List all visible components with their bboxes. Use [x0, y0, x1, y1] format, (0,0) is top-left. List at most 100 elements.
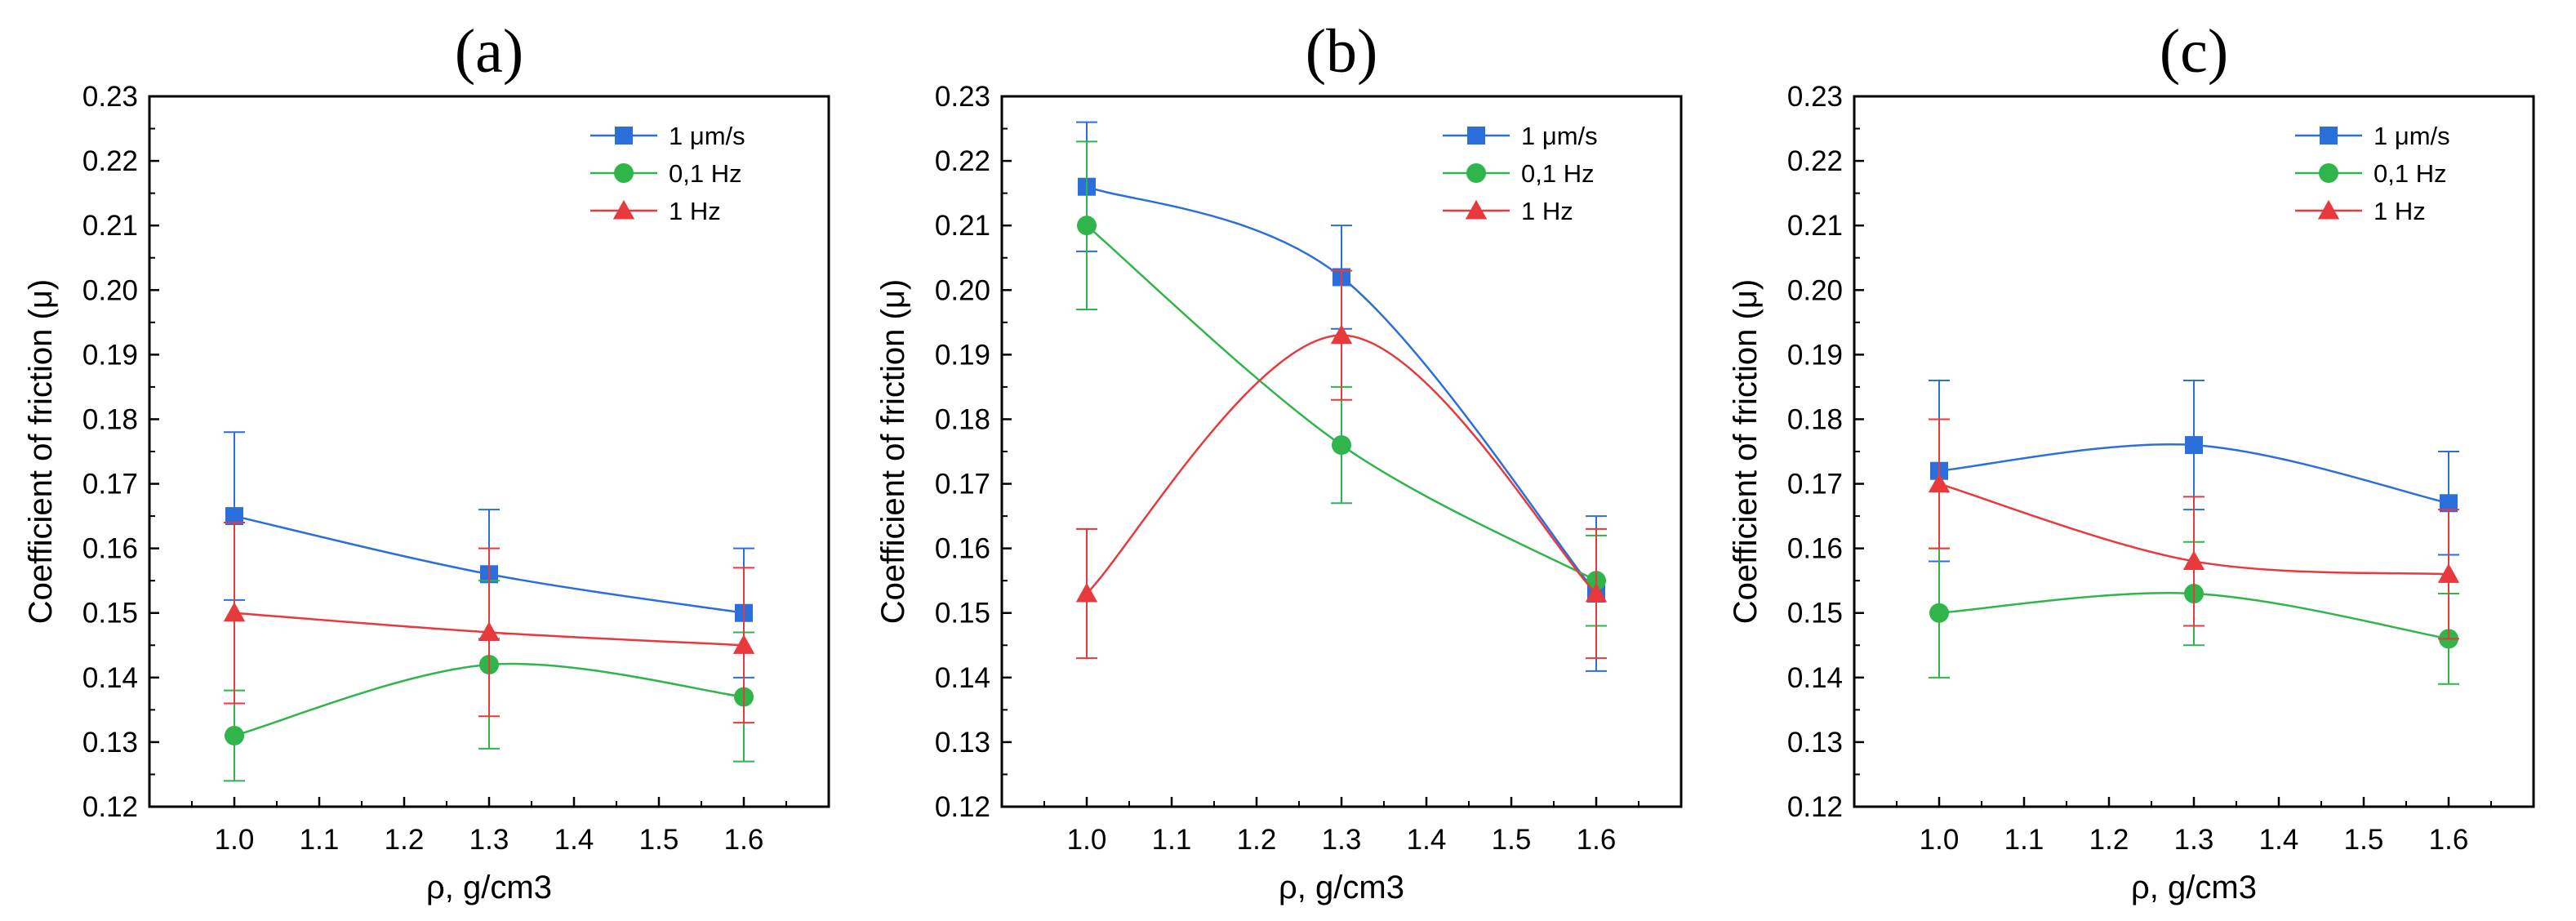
legend: 1 μm/s 0,1 Hz 1 Hz [2295, 122, 2450, 225]
data-point [732, 634, 755, 654]
y-tick-label: 0.13 [1787, 727, 1843, 759]
y-tick-label: 0.19 [82, 339, 138, 371]
data-point [223, 602, 246, 622]
chart-panel-b: (b) 0.12 0.13 0.14 0.15 0.16 0.17 0.18 0.19 0.20 0… [875, 17, 1683, 905]
legend-marker [2319, 163, 2338, 183]
y-axis-label: Coefficient of friction (μ) [23, 279, 59, 624]
x-tick-label: 1.3 [469, 824, 509, 856]
y-tick-label: 0.19 [935, 339, 990, 371]
y-tick-label: 0.17 [82, 469, 138, 501]
y-tick-label: 0.15 [935, 598, 990, 630]
y-tick-label: 0.16 [935, 533, 990, 565]
y-tick-label: 0.23 [82, 81, 138, 113]
legend-marker [1466, 163, 1486, 183]
y-tick-label: 0.17 [1787, 469, 1843, 501]
legend-label: 0,1 Hz [1521, 159, 1595, 188]
legend-marker [1467, 127, 1485, 145]
legend-marker [2317, 199, 2340, 220]
legend-label: 1 Hz [669, 197, 721, 225]
data-point [1929, 603, 1949, 623]
y-tick-label: 0.12 [82, 791, 138, 823]
y-tick-label: 0.20 [1787, 274, 1843, 306]
x-axis-label: ρ, g/cm3 [2131, 870, 2257, 905]
y-tick-label: 0.22 [935, 145, 990, 177]
x-axis-label: ρ, g/cm3 [1279, 870, 1404, 905]
y-tick-label: 0.12 [935, 791, 990, 823]
y-tick-label: 0.23 [1787, 81, 1843, 113]
y-tick-label: 0.21 [1787, 210, 1843, 242]
y-tick-label: 0.20 [935, 274, 990, 306]
legend-label: 1 μm/s [1521, 122, 1598, 150]
data-point [2440, 494, 2458, 513]
y-tick-label: 0.20 [82, 274, 138, 306]
legend-label: 0,1 Hz [669, 159, 742, 188]
chart-panel-a: (a) 0.12 0.13 0.14 0.15 0.16 0.17 0.18 0.19 0.20 0… [23, 17, 830, 905]
y-tick-label: 0.14 [935, 662, 990, 694]
y-tick-label: 0.21 [82, 210, 138, 242]
y-tick-label: 0.18 [82, 403, 138, 435]
legend-marker [1465, 199, 1488, 220]
panel-title: (b) [1306, 17, 1378, 86]
y-tick-label: 0.16 [82, 533, 138, 565]
data-point [1332, 435, 1351, 456]
data-point [1075, 582, 1098, 603]
x-tick-label: 1.6 [724, 824, 764, 856]
x-tick-label: 1.1 [1152, 824, 1192, 856]
x-tick-label: 1.6 [2429, 824, 2469, 856]
x-tick-label: 1.2 [1237, 824, 1277, 856]
y-tick-label: 0.23 [935, 81, 990, 113]
x-tick-label: 1.0 [1067, 824, 1107, 856]
legend-label: 1 Hz [2374, 197, 2426, 225]
panel-title: (a) [455, 17, 523, 86]
legend-label: 0,1 Hz [2374, 159, 2447, 188]
y-axis-label: Coefficient of friction (μ) [1728, 279, 1764, 624]
x-tick-label: 1.5 [1492, 824, 1532, 856]
panel-title: (c) [2160, 17, 2228, 86]
y-tick-label: 0.21 [935, 210, 990, 242]
legend-label: 1 μm/s [669, 122, 745, 150]
data-point [1077, 216, 1097, 236]
y-tick-label: 0.12 [1787, 791, 1843, 823]
x-tick-label: 1.0 [1920, 824, 1960, 856]
data-point [1928, 473, 1951, 493]
legend-marker [2320, 127, 2338, 145]
series-2 [223, 522, 755, 724]
x-tick-label: 1.2 [2089, 824, 2129, 856]
x-tick-label: 1.1 [2004, 824, 2044, 856]
y-tick-label: 0.22 [82, 145, 138, 177]
y-tick-label: 0.19 [1787, 339, 1843, 371]
legend-marker [615, 127, 633, 145]
data-point [1330, 324, 1353, 345]
x-tick-label: 1.4 [2259, 824, 2299, 856]
x-tick-label: 1.4 [1407, 824, 1447, 856]
x-tick-label: 1.3 [1322, 824, 1362, 856]
y-axis-label: Coefficient of friction (μ) [875, 279, 911, 624]
data-point [225, 726, 244, 745]
data-point [225, 507, 243, 526]
x-tick-label: 1.4 [554, 824, 594, 856]
series-2 [1075, 269, 1608, 660]
x-tick-label: 1.3 [2174, 824, 2214, 856]
y-tick-label: 0.15 [1787, 598, 1843, 630]
data-point [2185, 436, 2203, 455]
legend-marker [612, 199, 635, 220]
chart-panel-c: (c) 0.12 0.13 0.14 0.15 0.16 0.17 0.18 0.19 0.20 0… [1728, 17, 2535, 905]
y-tick-label: 0.13 [935, 727, 990, 759]
y-tick-label: 0.13 [82, 727, 138, 759]
y-tick-label: 0.16 [1787, 533, 1843, 565]
legend: 1 μm/s 0,1 Hz 1 Hz [590, 122, 745, 225]
y-tick-label: 0.14 [82, 662, 138, 694]
y-tick-label: 0.15 [82, 598, 138, 630]
x-tick-label: 1.5 [639, 824, 679, 856]
data-point [2182, 550, 2205, 571]
x-tick-label: 1.2 [385, 824, 425, 856]
x-tick-label: 1.5 [2344, 824, 2384, 856]
y-tick-label: 0.17 [935, 469, 990, 501]
x-tick-label: 1.1 [300, 824, 340, 856]
legend-label: 1 μm/s [2374, 122, 2450, 150]
x-axis-label: ρ, g/cm3 [426, 870, 552, 905]
x-tick-label: 1.6 [1577, 824, 1617, 856]
legend: 1 μm/s 0,1 Hz 1 Hz [1443, 122, 1598, 225]
series-1 [1076, 140, 1607, 627]
